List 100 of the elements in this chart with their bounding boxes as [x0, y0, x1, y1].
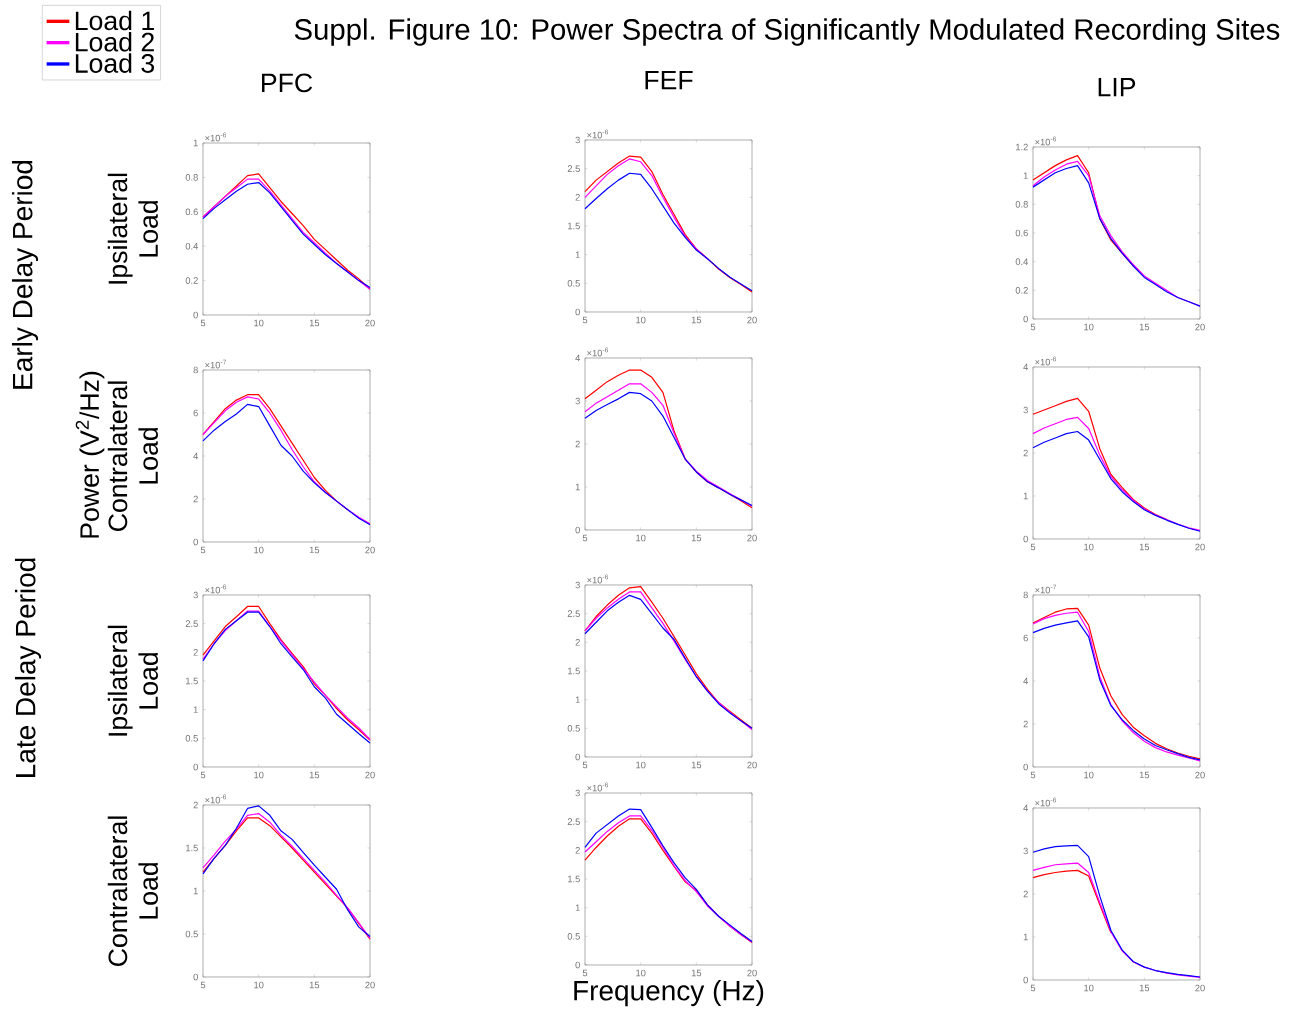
y-tick-label: 3	[193, 591, 198, 599]
chart-title: LIP	[1098, 77, 1136, 97]
x-tick-label: 10	[254, 771, 264, 779]
y-tick-label: 1	[575, 696, 580, 703]
x-tick-label: 10	[636, 969, 646, 977]
chart-title: FEF	[645, 70, 693, 90]
x-tick-label: 10	[1084, 543, 1094, 551]
x-tick-label: 5	[1030, 984, 1036, 992]
x-tick-label: 10	[1084, 984, 1094, 992]
y-axis-title: Ipsilateral Load	[107, 173, 158, 284]
y-tick-label: 2	[1023, 720, 1028, 728]
x-tick-label: 5	[200, 546, 206, 554]
y-tick-label: 1	[575, 483, 580, 491]
y-tick-label: 0.4	[185, 242, 199, 250]
x-tick-label: 20	[1195, 771, 1205, 779]
x-tick-label: 20	[1195, 543, 1205, 551]
legend-label: Load 3	[75, 53, 155, 73]
x-tick-label: 10	[254, 981, 264, 989]
legend-label: Load 1	[75, 10, 154, 31]
y-tick-label: 1.5	[568, 667, 580, 675]
text: ×10$^{-6}$	[587, 574, 609, 584]
y-tick-label: 0.5	[567, 280, 580, 287]
x-tick-label: 15	[1139, 984, 1150, 992]
y-tick-label: 0	[1023, 315, 1028, 323]
y-tick-label: 0.5	[567, 725, 580, 732]
y-tick-label: 2	[193, 801, 198, 809]
y-tick-label: 0.8	[1015, 201, 1028, 208]
y-tick-label: 2	[193, 649, 198, 656]
y-tick-label: 1.2	[1016, 143, 1028, 151]
y-axis-title: Contralateral Load	[107, 816, 158, 966]
x-tick-label: 10	[254, 319, 264, 327]
x-tick-label: 20	[1195, 323, 1205, 331]
text: ×10$^{-6}$	[205, 584, 227, 594]
y-tick-label: 4	[1023, 363, 1029, 371]
y-tick-label: 4	[1023, 804, 1029, 812]
x-tick-label: 5	[200, 981, 206, 989]
text: ×10$^{-7}$	[205, 359, 227, 369]
y-tick-label: 4	[1023, 677, 1029, 685]
x-tick-label: 20	[1195, 984, 1205, 992]
y-tick-label: 2.5	[567, 610, 580, 617]
text: Suppl. Figure 10: Power Spectra of Significantly Modulated Recording Sites	[294, 18, 1280, 46]
y-tick-label: 4	[575, 354, 581, 362]
y-tick-label: 2.5	[185, 620, 198, 627]
y-tick-label: 0.8	[185, 174, 198, 181]
x-tick-label: 5	[582, 969, 588, 977]
y-tick-label: 2.5	[567, 165, 580, 172]
x-tick-label: 15	[691, 316, 702, 324]
y-tick-label: 1.5	[568, 875, 580, 883]
y-tick-label: 0.2	[185, 277, 198, 284]
x-tick-label: 5	[200, 319, 206, 327]
y-tick-label: 3	[575, 136, 580, 144]
line-series	[1032, 869, 1112, 934]
y-tick-label: 1.5	[186, 844, 198, 852]
x-tick-label: 15	[691, 534, 702, 542]
y-tick-label: 1.5	[568, 222, 580, 230]
x-tick-label: 10	[1084, 323, 1094, 331]
y-tick-label: 2	[193, 495, 198, 503]
y-tick-label: 0	[1023, 763, 1028, 771]
y-tick-label: 0	[193, 973, 198, 981]
y-tick-label: 8	[193, 366, 198, 374]
x-axis-title: Frequency (Hz)	[574, 980, 764, 1007]
x-tick-label: 15	[309, 319, 320, 327]
text: ×10$^{-6}$	[205, 132, 227, 142]
y-tick-label: 2	[575, 847, 580, 854]
y-tick-label: 0.4	[1015, 258, 1029, 265]
y-tick-label: 0	[193, 763, 198, 771]
x-tick-label: 5	[582, 316, 588, 324]
y-tick-label: 2.5	[567, 818, 580, 825]
x-tick-label: 15	[309, 546, 320, 554]
x-tick-label: 5	[1030, 323, 1036, 331]
x-tick-label: 10	[636, 534, 646, 542]
y-tick-label: 2	[575, 194, 580, 201]
y-tick-label: 1.5	[186, 677, 198, 685]
y-tick-label: 6	[193, 409, 198, 417]
x-tick-label: 15	[691, 761, 702, 769]
y-tick-label: 2	[575, 639, 580, 646]
x-tick-label: 5	[1030, 543, 1036, 551]
text: ×10$^{-6}$	[1035, 797, 1057, 807]
y-axis-title: Contralateral Load	[107, 381, 158, 531]
y-tick-label: 2	[575, 440, 580, 448]
x-tick-label: 5	[582, 534, 588, 542]
text: ×10$^{-6}$	[587, 129, 609, 139]
text: ×10$^{-6}$	[205, 794, 227, 804]
x-tick-label: 15	[1139, 771, 1150, 779]
y-tick-label: 3	[575, 581, 580, 589]
y-tick-label: 0	[575, 526, 580, 534]
x-tick-label: 10	[636, 761, 646, 769]
y-tick-label: 3	[1023, 847, 1028, 855]
x-tick-label: 20	[365, 771, 375, 779]
x-tick-label: 15	[309, 981, 320, 989]
text: ×10$^{-6}$	[587, 347, 609, 357]
y-tick-label: 1	[575, 251, 580, 258]
x-tick-label: 15	[309, 771, 320, 779]
text: Late Delay Period	[14, 558, 42, 777]
y-tick-label: 0.6	[185, 208, 198, 216]
y-tick-label: 1	[193, 139, 198, 147]
y-tick-label: 6	[1023, 634, 1028, 642]
x-tick-label: 20	[747, 969, 757, 977]
y-tick-label: 3	[575, 397, 580, 405]
y-tick-label: 0.6	[1015, 229, 1028, 237]
